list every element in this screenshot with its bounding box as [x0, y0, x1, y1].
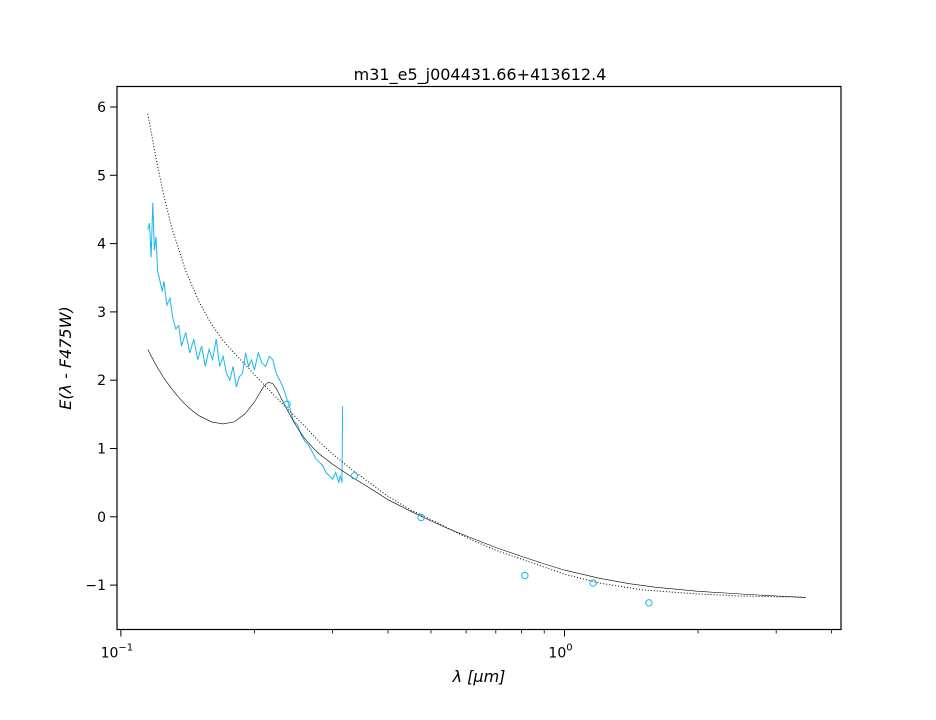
x-axis-label: λ [μm] [452, 667, 506, 686]
photometry-point [521, 571, 529, 580]
y-tick-label: 0 [97, 510, 106, 526]
model-dotted-line [147, 113, 806, 598]
photometry-point [645, 599, 653, 607]
y-tick-label: 4 [97, 237, 106, 253]
y-tick-label: 2 [97, 373, 106, 389]
x-tick-label: 100 [548, 643, 572, 662]
x-tick-label: 10−1 [101, 643, 134, 662]
photometry-point [417, 513, 425, 522]
chart-title: m31_e5_j004431.66+413612.4 [354, 65, 607, 85]
model-solid-line [147, 349, 806, 598]
photometry-point [283, 400, 291, 408]
photometry-point [350, 472, 359, 480]
plot-frame [116, 85, 842, 631]
y-axis-ticks: −1 0 1 2 3 4 5 6 [85, 100, 117, 594]
spectrum-line [147, 202, 344, 483]
y-tick-label: 6 [97, 100, 106, 116]
y-axis-label: E(λ - F475W) [56, 306, 75, 410]
x-axis-ticks: 10−1 100 [101, 629, 832, 662]
y-tick-label: 3 [97, 305, 106, 321]
y-tick-label: −1 [85, 578, 106, 594]
y-tick-label: 1 [97, 442, 106, 458]
plot-content [147, 113, 806, 607]
photometry-point [589, 579, 597, 587]
y-tick-label: 5 [97, 168, 106, 184]
